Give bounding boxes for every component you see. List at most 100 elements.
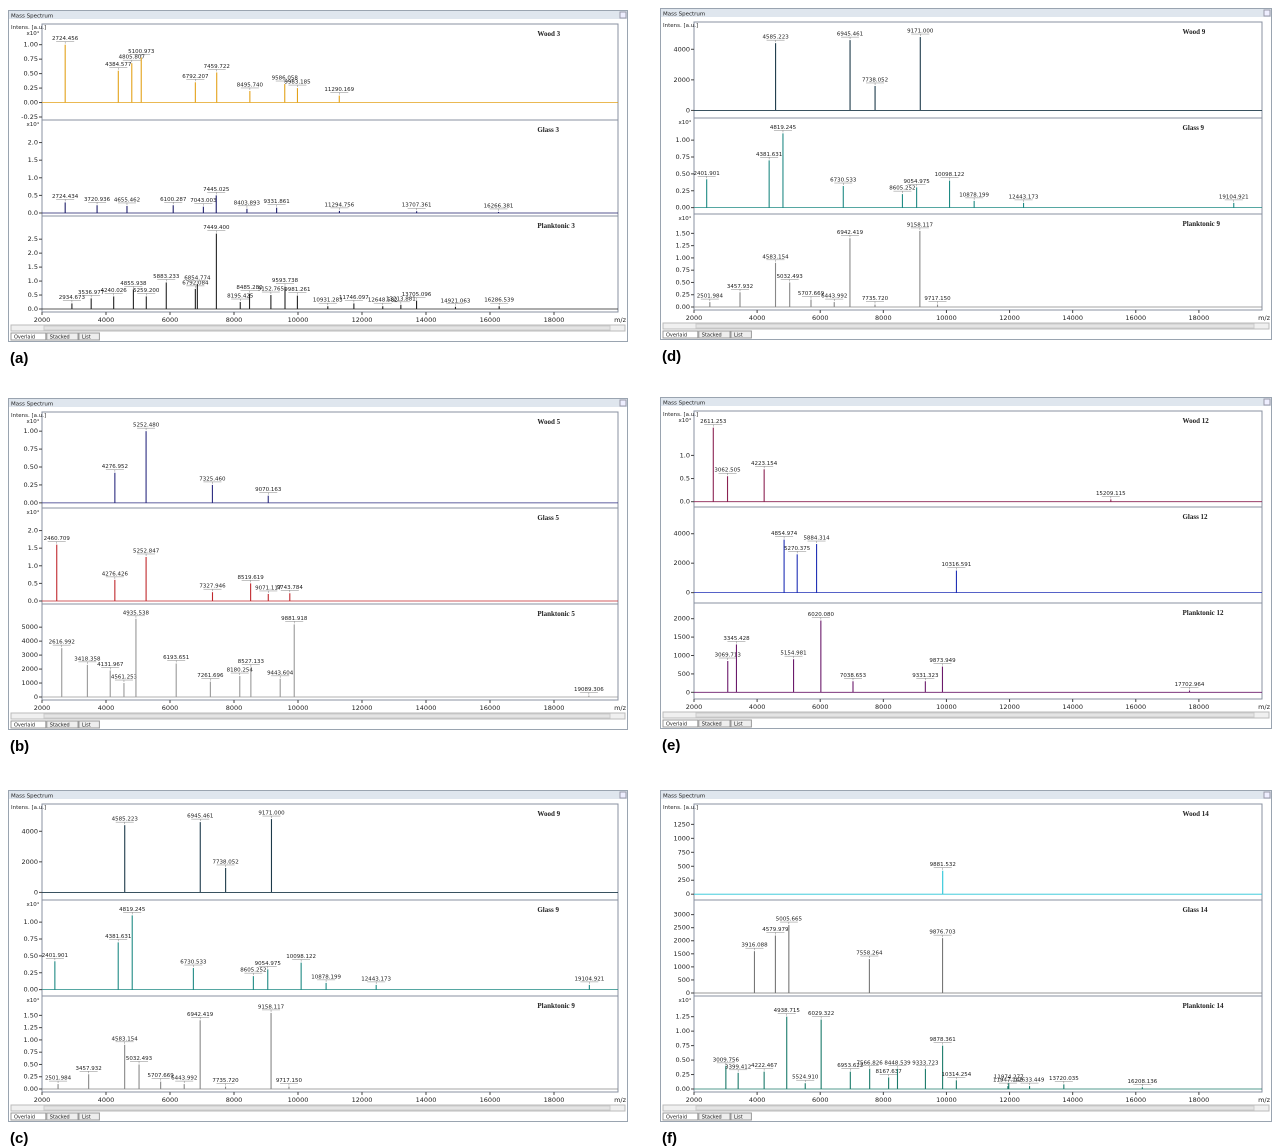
peak-label: 6953.622 (837, 1063, 863, 1069)
x-tick-label: 12000 (999, 1096, 1020, 1104)
view-tab[interactable] (662, 719, 699, 728)
view-tab[interactable] (10, 332, 47, 341)
x-tick-label: 12000 (999, 314, 1020, 322)
view-tab[interactable] (78, 332, 100, 341)
view-tab-label[interactable]: Stacked (702, 333, 722, 339)
view-tab-label[interactable]: Overlaid (666, 333, 687, 339)
close-button[interactable] (619, 11, 627, 19)
y-tick-label: 0 (686, 989, 690, 997)
view-tab[interactable] (46, 720, 79, 729)
close-button[interactable] (619, 791, 627, 799)
close-button[interactable] (619, 399, 627, 407)
scroll-thumb[interactable] (43, 713, 611, 719)
peak-label: 10931.283 (313, 298, 343, 304)
view-tab-label[interactable]: Stacked (702, 1115, 722, 1121)
peak-label: 9981.261 (284, 287, 310, 293)
view-tab-label[interactable]: List (82, 1115, 91, 1121)
y-tick-label: 1.0 (28, 562, 38, 570)
peak-label: 7558.264 (856, 951, 883, 957)
x-tick-label: 16000 (480, 316, 501, 324)
view-tab[interactable] (46, 1112, 79, 1121)
close-button[interactable] (1263, 791, 1271, 799)
y-tick-label: 1.50 (676, 229, 690, 237)
view-tab-label[interactable]: Stacked (50, 723, 70, 729)
scroll-thumb[interactable] (695, 712, 1255, 718)
peak-label: 4223.154 (751, 461, 778, 467)
view-tab-label[interactable]: List (734, 1115, 743, 1121)
y-tick-label: 0.25 (24, 84, 38, 92)
peak-label: 2501.984 (45, 1076, 72, 1082)
peak-label: 7459.722 (204, 64, 230, 70)
view-tab-label[interactable]: Overlaid (14, 335, 35, 341)
peak-label: 19104.921 (574, 976, 604, 982)
view-tab-label[interactable]: Overlaid (14, 1115, 35, 1121)
peak-label: 14921.063 (441, 298, 471, 304)
peak-label: 9171.000 (258, 811, 285, 817)
x-tick-label: 14000 (416, 316, 437, 324)
peak-label: 2724.456 (52, 36, 79, 42)
view-tab[interactable] (698, 330, 731, 339)
x-tick-label: 12000 (352, 704, 373, 712)
x-tick-label: 12000 (352, 316, 373, 324)
view-tab-label[interactable]: List (734, 722, 743, 728)
peak-label: 5032.493 (777, 274, 804, 280)
view-tab[interactable] (730, 330, 752, 339)
peak-label: 16266.381 (484, 203, 514, 209)
view-tab[interactable] (46, 332, 79, 341)
view-tab[interactable] (10, 1112, 47, 1121)
scroll-thumb[interactable] (43, 1105, 611, 1111)
spectrum-window: Mass Spectrum 2000 4000 6000 8000 10000 12000 1… (660, 397, 1272, 734)
x-axis-label: m/z (614, 704, 627, 712)
y-tick-label: 0.00 (24, 99, 38, 107)
peak-label: 7327.946 (199, 584, 226, 590)
view-tab-label[interactable]: Stacked (702, 722, 722, 728)
title-bar (9, 791, 627, 799)
peak-label: 15209.115 (1096, 491, 1126, 497)
peak-label: 17702.964 (1175, 682, 1205, 688)
view-tab-label[interactable]: Stacked (50, 1115, 70, 1121)
view-tab[interactable] (730, 1112, 752, 1121)
view-tab[interactable] (10, 720, 47, 729)
x-tick-label: 6000 (162, 316, 179, 324)
peak-label: 9717.150 (924, 296, 951, 302)
peak-label: 5154.981 (780, 651, 806, 657)
close-button[interactable] (1263, 398, 1271, 406)
view-tab-label[interactable]: List (82, 723, 91, 729)
view-tab-label[interactable]: Overlaid (14, 723, 35, 729)
view-tab[interactable] (698, 719, 731, 728)
y-tick-label: 0 (34, 693, 38, 701)
view-tab[interactable] (698, 1112, 731, 1121)
y-tick-label: 2500 (673, 924, 690, 932)
scroll-thumb[interactable] (695, 323, 1255, 329)
peak-label: 5883.233 (153, 274, 180, 280)
peak-label: 7445.025 (203, 187, 230, 193)
view-tab[interactable] (78, 720, 100, 729)
view-tab-label[interactable]: List (82, 335, 91, 341)
scroll-thumb[interactable] (695, 1105, 1255, 1111)
x-tick-label: 8000 (875, 314, 892, 322)
y-tick-label: 0.00 (676, 303, 690, 311)
view-tab-label[interactable]: Overlaid (666, 1115, 687, 1121)
peak-label: 9881.532 (930, 862, 956, 868)
x-tick-label: 4000 (98, 704, 115, 712)
y-tick-label: 2.0 (28, 527, 38, 535)
scroll-thumb[interactable] (43, 325, 611, 331)
peak-label: 10316.591 (942, 562, 972, 568)
view-tab-label[interactable]: List (734, 333, 743, 339)
peak-label: 8519.619 (238, 575, 265, 581)
peak-label: 9054.975 (255, 961, 282, 967)
view-tab[interactable] (730, 719, 752, 728)
x-tick-label: 10000 (288, 316, 309, 324)
x-tick-label: 12000 (352, 1096, 373, 1104)
y-tick-label: 0.25 (24, 969, 38, 977)
peak-label: 9054.975 (903, 179, 930, 185)
peak-label: 9717.150 (276, 1078, 303, 1084)
view-tab[interactable] (662, 330, 699, 339)
view-tab[interactable] (662, 1112, 699, 1121)
peak-label: 19104.921 (1219, 194, 1249, 200)
close-button[interactable] (1263, 9, 1271, 17)
view-tab-label[interactable]: Overlaid (666, 722, 687, 728)
view-tab-label[interactable]: Stacked (50, 335, 70, 341)
view-tab[interactable] (78, 1112, 100, 1121)
x-axis-label: m/z (1258, 703, 1271, 711)
